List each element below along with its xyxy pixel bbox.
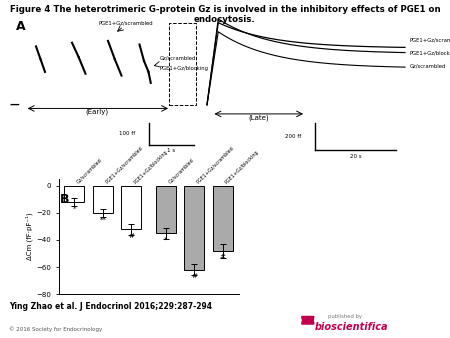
Bar xyxy=(64,186,84,202)
Text: published by: published by xyxy=(328,314,363,319)
Text: Gz/scrambled: Gz/scrambled xyxy=(76,157,103,185)
Text: *: * xyxy=(164,237,167,243)
Bar xyxy=(93,186,113,213)
Text: PGE1+Gz/blocking: PGE1+Gz/blocking xyxy=(224,149,260,185)
Y-axis label: ΔCm (fF·pF⁻¹): ΔCm (fF·pF⁻¹) xyxy=(26,213,33,260)
Text: 200 ff: 200 ff xyxy=(285,134,302,139)
Text: 100 ff: 100 ff xyxy=(119,131,135,137)
Text: #: # xyxy=(128,233,134,239)
Text: B: B xyxy=(60,193,69,206)
Text: (Early): (Early) xyxy=(85,109,108,115)
Text: PGE1+Gz/blocking: PGE1+Gz/blocking xyxy=(160,66,209,71)
Text: PGE1+Gz/blocking: PGE1+Gz/blocking xyxy=(410,51,450,56)
Polygon shape xyxy=(302,316,314,323)
Bar xyxy=(184,186,204,270)
Text: A: A xyxy=(16,20,25,33)
Text: PGE1+Gz/scrambled: PGE1+Gz/scrambled xyxy=(410,38,450,43)
Polygon shape xyxy=(302,317,314,324)
Bar xyxy=(169,23,196,105)
Text: PGE1+Gz/scrambled: PGE1+Gz/scrambled xyxy=(196,145,235,185)
Text: *: * xyxy=(72,206,76,212)
Text: #: # xyxy=(191,273,197,279)
Text: (Late): (Late) xyxy=(248,114,269,121)
Text: Gz/scrambled: Gz/scrambled xyxy=(410,64,446,69)
Text: **: ** xyxy=(99,216,106,222)
Text: PGE1+Gz/scrambled: PGE1+Gz/scrambled xyxy=(99,21,153,25)
Text: Gz/scrambled: Gz/scrambled xyxy=(160,55,196,60)
Text: PGE1+Gz/blocking: PGE1+Gz/blocking xyxy=(133,149,169,185)
Text: Figure 4 The heterotrimeric G-protein Gz is involved in the inhibitory effects o: Figure 4 The heterotrimeric G-protein Gz… xyxy=(10,5,440,14)
Text: Ying Zhao et al. J Endocrinol 2016;229:287-294: Ying Zhao et al. J Endocrinol 2016;229:2… xyxy=(9,302,212,311)
Text: 20 s: 20 s xyxy=(350,154,361,159)
Text: endocytosis.: endocytosis. xyxy=(194,15,256,24)
Text: #: # xyxy=(220,254,226,260)
Bar xyxy=(213,186,233,251)
Text: —: — xyxy=(9,100,19,110)
Text: Gz/scrambled: Gz/scrambled xyxy=(167,157,194,185)
Text: 1 s: 1 s xyxy=(167,148,175,153)
Bar xyxy=(122,186,141,229)
Bar xyxy=(156,186,176,233)
Text: PGE1+Gz/scrambled: PGE1+Gz/scrambled xyxy=(104,145,144,185)
Text: bioscientifica: bioscientifica xyxy=(315,321,389,332)
Text: © 2016 Society for Endocrinology: © 2016 Society for Endocrinology xyxy=(9,326,102,332)
